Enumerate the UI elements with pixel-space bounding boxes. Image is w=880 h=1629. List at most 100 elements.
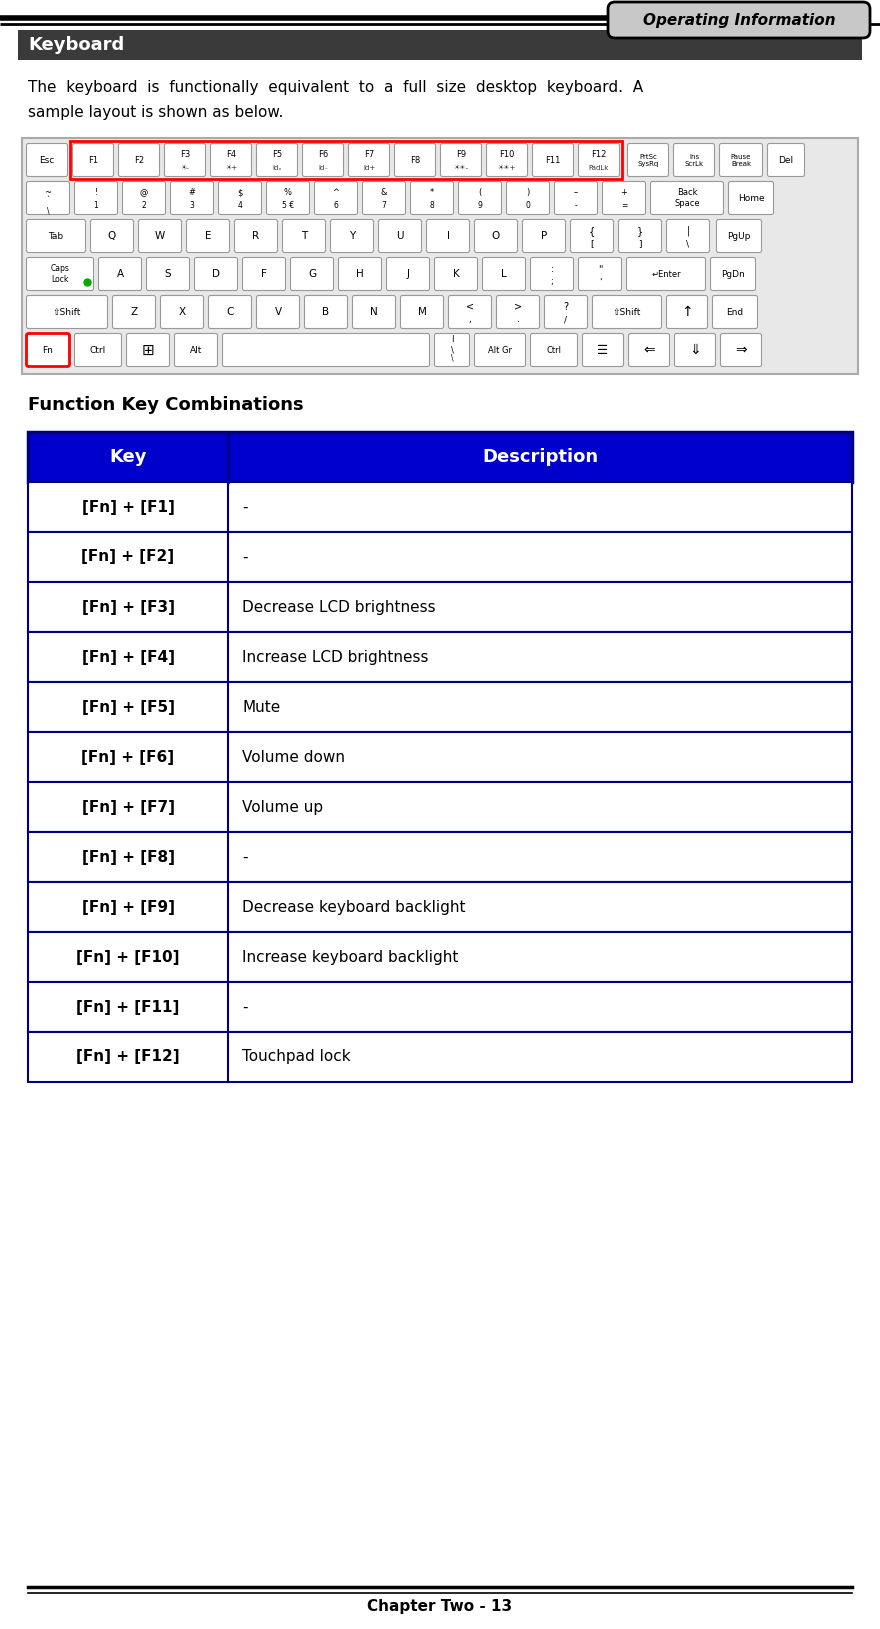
FancyBboxPatch shape <box>223 334 429 367</box>
FancyBboxPatch shape <box>666 295 708 329</box>
Text: |: | <box>686 225 690 236</box>
FancyBboxPatch shape <box>578 257 621 290</box>
Text: V: V <box>275 306 282 318</box>
Bar <box>28 533 852 582</box>
Text: E: E <box>205 231 211 241</box>
FancyBboxPatch shape <box>427 220 470 252</box>
Text: ⇒: ⇒ <box>735 344 747 357</box>
FancyBboxPatch shape <box>545 295 588 329</box>
Bar <box>28 932 852 982</box>
Text: ↵Enter: ↵Enter <box>651 269 681 279</box>
Text: Function Key Combinations: Function Key Combinations <box>28 396 304 414</box>
FancyBboxPatch shape <box>234 220 277 252</box>
Text: L: L <box>501 269 507 279</box>
FancyBboxPatch shape <box>608 2 870 37</box>
FancyBboxPatch shape <box>119 143 159 176</box>
FancyBboxPatch shape <box>554 181 598 215</box>
FancyBboxPatch shape <box>721 334 761 367</box>
FancyBboxPatch shape <box>303 143 343 176</box>
Text: Del: Del <box>779 155 794 165</box>
Text: Increase LCD brightness: Increase LCD brightness <box>242 650 429 665</box>
Text: Alt Gr: Alt Gr <box>488 345 512 355</box>
FancyBboxPatch shape <box>26 257 93 290</box>
Text: ,: , <box>469 316 472 324</box>
FancyBboxPatch shape <box>99 257 142 290</box>
Text: U: U <box>396 231 404 241</box>
Text: Increase keyboard backlight: Increase keyboard backlight <box>242 950 458 964</box>
Text: D: D <box>212 269 220 279</box>
Text: $: $ <box>238 187 243 197</box>
Text: <: < <box>466 301 474 311</box>
Text: [Fn] + [F5]: [Fn] + [F5] <box>82 699 174 715</box>
FancyBboxPatch shape <box>487 143 527 176</box>
Text: K: K <box>452 269 459 279</box>
FancyBboxPatch shape <box>91 220 134 252</box>
FancyBboxPatch shape <box>174 334 217 367</box>
Bar <box>28 832 852 881</box>
Text: Caps
Lock: Caps Lock <box>50 264 70 283</box>
FancyBboxPatch shape <box>474 220 517 252</box>
Bar <box>18 29 862 60</box>
FancyBboxPatch shape <box>187 220 230 252</box>
FancyBboxPatch shape <box>627 143 669 176</box>
Text: ⇧Shift: ⇧Shift <box>612 308 642 316</box>
Text: [Fn] + [F2]: [Fn] + [F2] <box>82 549 174 565</box>
Text: Operating Information: Operating Information <box>642 13 835 28</box>
Text: Tab: Tab <box>48 231 63 241</box>
Text: W: W <box>155 231 165 241</box>
Text: \: \ <box>686 239 690 248</box>
Text: .: . <box>517 316 519 324</box>
FancyBboxPatch shape <box>290 257 334 290</box>
Text: PadLk: PadLk <box>589 165 609 171</box>
FancyBboxPatch shape <box>673 143 715 176</box>
Text: [Fn] + [F1]: [Fn] + [F1] <box>82 500 174 515</box>
FancyBboxPatch shape <box>592 295 662 329</box>
FancyBboxPatch shape <box>441 143 481 176</box>
Text: ☰: ☰ <box>598 344 609 357</box>
Text: `
\: ` \ <box>46 195 50 215</box>
FancyBboxPatch shape <box>583 334 624 367</box>
Text: F11: F11 <box>546 155 561 165</box>
Bar <box>28 432 852 482</box>
FancyBboxPatch shape <box>282 220 326 252</box>
FancyBboxPatch shape <box>26 295 107 329</box>
Text: ☀+: ☀+ <box>225 165 237 171</box>
Text: -: - <box>575 202 577 210</box>
Text: -: - <box>242 1000 247 1015</box>
FancyBboxPatch shape <box>113 295 156 329</box>
Text: &: & <box>381 187 387 197</box>
Text: Ctrl: Ctrl <box>546 345 561 355</box>
Text: Description: Description <box>482 448 598 466</box>
Text: F8: F8 <box>410 155 420 165</box>
Text: ☀☀-: ☀☀- <box>453 165 468 171</box>
FancyBboxPatch shape <box>165 143 206 176</box>
FancyBboxPatch shape <box>26 143 68 176</box>
Text: ^: ^ <box>333 187 340 197</box>
Text: Volume up: Volume up <box>242 800 323 814</box>
FancyBboxPatch shape <box>210 143 252 176</box>
Text: Mute: Mute <box>242 699 280 715</box>
Text: X: X <box>179 306 186 318</box>
Text: 6: 6 <box>334 202 339 210</box>
Text: Decrease LCD brightness: Decrease LCD brightness <box>242 599 436 614</box>
FancyBboxPatch shape <box>627 257 706 290</box>
Text: Decrease keyboard backlight: Decrease keyboard backlight <box>242 899 466 914</box>
Text: F1: F1 <box>88 155 98 165</box>
FancyBboxPatch shape <box>26 181 70 215</box>
Text: :: : <box>550 264 554 274</box>
Text: End: End <box>726 308 744 316</box>
Text: (: ( <box>479 187 481 197</box>
Text: =: = <box>620 202 627 210</box>
Text: 8: 8 <box>429 202 435 210</box>
Text: -: - <box>242 549 247 565</box>
FancyBboxPatch shape <box>160 295 203 329</box>
Text: {: { <box>589 225 595 236</box>
Text: @: @ <box>140 187 148 197</box>
Text: N: N <box>370 306 378 318</box>
FancyBboxPatch shape <box>410 181 453 215</box>
Bar <box>28 632 852 683</box>
FancyBboxPatch shape <box>570 220 613 252</box>
Text: Keyboard: Keyboard <box>28 36 124 54</box>
Text: Key: Key <box>109 448 147 466</box>
FancyBboxPatch shape <box>363 181 406 215</box>
